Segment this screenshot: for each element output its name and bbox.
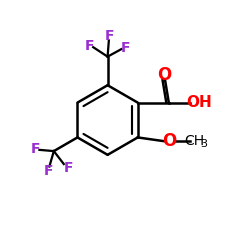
Text: F: F	[104, 29, 114, 43]
Text: F: F	[63, 161, 73, 175]
Text: F: F	[44, 164, 53, 178]
Text: F: F	[120, 41, 130, 55]
Text: OH: OH	[186, 95, 212, 110]
Text: CH: CH	[184, 134, 204, 148]
Text: 3: 3	[200, 140, 207, 149]
Text: O: O	[162, 132, 176, 150]
Text: F: F	[30, 142, 40, 156]
Text: O: O	[157, 66, 171, 84]
Text: F: F	[85, 39, 94, 53]
